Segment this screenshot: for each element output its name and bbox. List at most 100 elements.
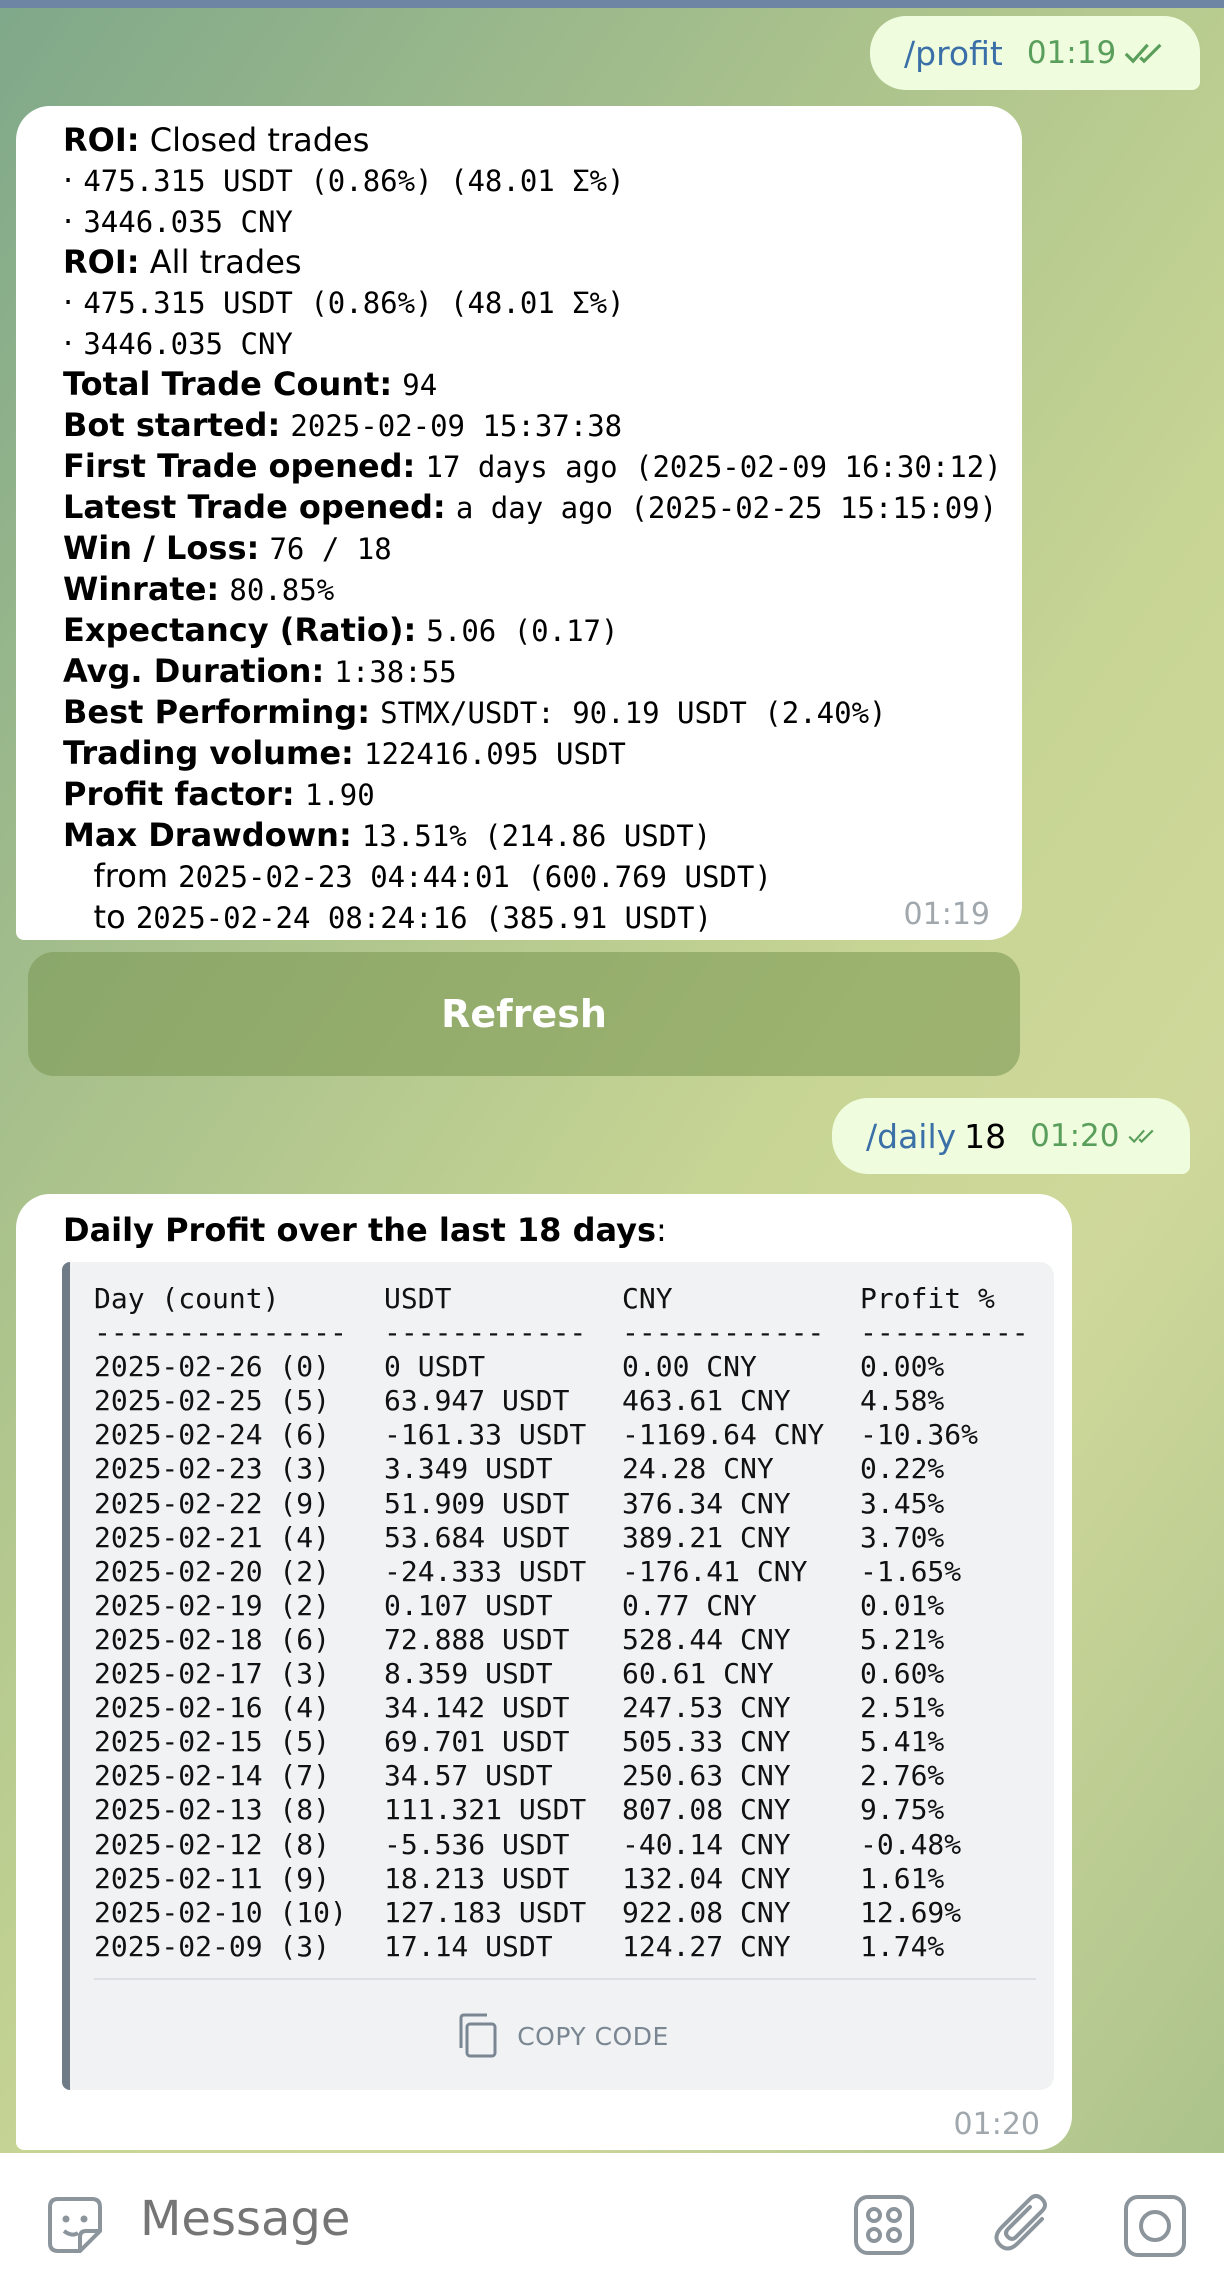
command-link[interactable]: /daily [866, 1116, 957, 1156]
table-cell: --------------- [94, 1316, 347, 1350]
refresh-button[interactable]: Refresh [28, 952, 1020, 1076]
stat-value: 76 / 18 [269, 532, 392, 566]
table-cell: 8.359 USDT [384, 1657, 553, 1691]
status-strip [0, 0, 1224, 8]
copy-code-label: COPY CODE [517, 2021, 669, 2051]
stat-text [280, 406, 290, 444]
table-cell: 72.888 USDT [384, 1622, 570, 1656]
attach-icon[interactable] [990, 2189, 1056, 2259]
stat-text: to [63, 898, 136, 936]
stat-label: Best Performing: [63, 693, 370, 731]
stat-label: Max Drawdown: [63, 816, 352, 854]
message-time: 01:19 [903, 897, 990, 932]
stat-value: 17 days ago (2025-02-09 16:30:12) [425, 450, 1002, 484]
table-cell: 12.69% [860, 1895, 962, 1929]
table-cell: 132.04 CNY [622, 1861, 791, 1895]
stat-text: Closed trades [139, 121, 370, 159]
command-link[interactable]: /profit [904, 33, 1003, 73]
stat-line: First Trade opened: 17 days ago (2025-02… [63, 446, 1002, 487]
table-cell: -10.36% [860, 1418, 979, 1452]
stat-line: · 475.315 USDT (0.86%) (48.01 Σ%) [63, 282, 1002, 323]
stat-line: Trading volume: 122416.095 USDT [63, 733, 1002, 774]
table-cell: 2025-02-12 (8) [94, 1827, 331, 1861]
profit-stats: ROI: Closed trades · 475.315 USDT (0.86%)… [63, 120, 1002, 938]
message-composer [0, 2153, 1224, 2293]
table-cell: 2025-02-13 (8) [94, 1793, 331, 1827]
stat-text [259, 529, 269, 567]
table-cell: 4.58% [860, 1384, 945, 1418]
copy-code-button[interactable]: COPY CODE [70, 1982, 1054, 2090]
table-cell: 2025-02-24 (6) [94, 1418, 331, 1452]
table-row: 2025-02-16 (4) 34.142 USDT 247.53 CNY 2.51% [94, 1691, 1060, 1725]
table-cell: 111.321 USDT [384, 1793, 587, 1827]
table-cell: 528.44 CNY [622, 1622, 791, 1656]
message-time: 01:20 [1030, 1118, 1120, 1154]
table-row: 2025-02-24 (6) -161.33 USDT -1169.64 CNY -1… [94, 1418, 1060, 1452]
table-cell: 0.00 CNY [622, 1350, 757, 1384]
table-cell: -161.33 USDT [384, 1418, 587, 1452]
table-cell: 127.183 USDT [384, 1895, 587, 1929]
table-cell: 124.27 CNY [622, 1929, 791, 1963]
table-cell: 2025-02-22 (9) [94, 1486, 331, 1520]
stat-line: to 2025-02-24 08:24:16 (385.91 USDT) [63, 897, 1002, 938]
stat-line: Bot started: 2025-02-09 15:37:38 [63, 405, 1002, 446]
table-cell: USDT [384, 1282, 452, 1315]
stat-value: 122416.095 USDT [364, 737, 626, 771]
table-cell: ------------ [384, 1316, 587, 1350]
stat-line: ROI: All trades [63, 242, 1002, 282]
table-cell: 2025-02-15 (5) [94, 1725, 331, 1759]
camera-icon[interactable] [1122, 2193, 1188, 2259]
table-cell: 34.142 USDT [384, 1691, 570, 1725]
table-row: 2025-02-21 (4) 53.684 USDT 389.21 CNY 3.70% [94, 1521, 1060, 1555]
stat-label: Winrate: [63, 570, 220, 608]
table-cell: 3.349 USDT [384, 1452, 553, 1486]
table-cell: 5.41% [860, 1725, 945, 1759]
table-cell: 463.61 CNY [622, 1384, 791, 1418]
table-cell: 0.107 USDT [384, 1588, 553, 1622]
table-cell: 2025-02-09 (3) [94, 1929, 331, 1963]
table-row: 2025-02-14 (7) 34.57 USDT 250.63 CNY 2.76% [94, 1759, 1060, 1793]
stat-line: from 2025-02-23 04:44:01 (600.769 USDT) [63, 856, 1002, 897]
table-cell: 2025-02-26 (0) [94, 1350, 331, 1384]
table-cell: 2025-02-19 (2) [94, 1588, 331, 1622]
table-cell: -5.536 USDT [384, 1827, 570, 1861]
outgoing-message-daily[interactable]: /daily 18 01:20 [832, 1098, 1190, 1174]
stat-value: 1:38:55 [334, 655, 457, 689]
message-input[interactable] [140, 2191, 700, 2247]
stat-text [370, 693, 380, 731]
table-cell: -1169.64 CNY [622, 1418, 825, 1452]
code-block: Day (count) USDT CNY Profit % --------------… [62, 1262, 1054, 2090]
bot-menu-icon[interactable] [852, 2193, 916, 2257]
table-cell: 5.21% [860, 1622, 945, 1656]
message-time: 01:20 [953, 2107, 1040, 2142]
command-argument: 18 [964, 1116, 1007, 1156]
table-row: 2025-02-20 (2) -24.333 USDT -176.41 CNY -1.… [94, 1555, 1060, 1589]
stat-value: 475.315 USDT (0.86%) (48.01 Σ%) [83, 164, 625, 198]
table-cell: 2025-02-21 (4) [94, 1520, 331, 1554]
stat-value: STMX/USDT: 90.19 USDT (2.40%) [380, 696, 887, 730]
stat-line: Winrate: 80.85% [63, 569, 1002, 610]
table-cell: -0.48% [860, 1827, 962, 1861]
table-row: 2025-02-25 (5) 63.947 USDT 463.61 CNY 4.58% [94, 1384, 1060, 1418]
stat-value: 3446.035 CNY [83, 327, 293, 361]
stat-value: 5.06 (0.17) [426, 614, 619, 648]
table-cell: 2025-02-25 (5) [94, 1384, 331, 1418]
stat-label: First Trade opened: [63, 447, 416, 485]
outgoing-message-profit[interactable]: /profit 01:19 [870, 16, 1200, 90]
stat-line: Latest Trade opened: a day ago (2025-02-… [63, 487, 1002, 528]
stat-label: Expectancy (Ratio): [63, 611, 417, 649]
stat-label: Trading volume: [63, 734, 354, 772]
stat-line: Avg. Duration: 1:38:55 [63, 651, 1002, 692]
table-row: 2025-02-13 (8) 111.321 USDT 807.08 CNY 9.75… [94, 1793, 1060, 1827]
table-cell: 2.51% [860, 1691, 945, 1725]
table-row: 2025-02-18 (6) 72.888 USDT 528.44 CNY 5.21% [94, 1623, 1060, 1657]
stat-label: Total Trade Count: [63, 365, 393, 403]
table-cell: 0.22% [860, 1452, 945, 1486]
double-check-icon [1127, 1129, 1154, 1144]
stat-value: 13.51% (214.86 USDT) [361, 819, 712, 853]
stat-line: Profit factor: 1.90 [63, 774, 1002, 815]
table-row: 2025-02-11 (9) 18.213 USDT 132.04 CNY 1.61% [94, 1862, 1060, 1896]
table-row: 2025-02-17 (3) 8.359 USDT 60.61 CNY 0.60% [94, 1657, 1060, 1691]
sticker-icon[interactable] [42, 2193, 108, 2259]
table-separator: --------------- ------------ ------------ -… [94, 1316, 1060, 1350]
